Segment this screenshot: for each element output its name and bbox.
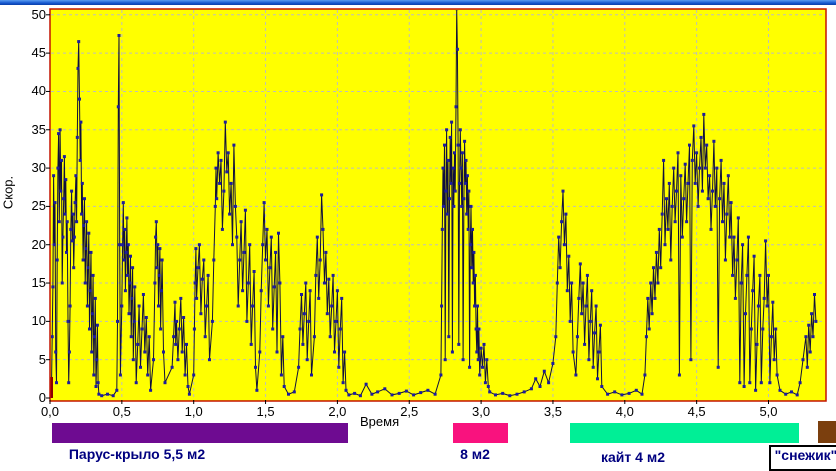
segment-bar-kite (570, 423, 799, 443)
x-tick-4,0: 4,0 (615, 404, 634, 419)
x-tick-3,0: 3,0 (472, 404, 491, 419)
y-tick-35: 35 (31, 121, 46, 137)
snezhik-legend-box: "снежик" (769, 445, 836, 471)
y-tick-10: 10 (31, 313, 46, 329)
x-axis-label: Время (360, 414, 400, 429)
y-tick-50: 50 (31, 6, 46, 22)
y-tick-30: 30 (31, 160, 46, 176)
segment-label-sail-wing: Парус-крыло 5,5 м2 (68, 446, 206, 462)
window-titlebar (0, 0, 836, 5)
x-tick-1,5: 1,5 (256, 404, 275, 419)
x-tick-5,0: 5,0 (759, 404, 778, 419)
x-tick-0,0: 0,0 (40, 404, 60, 419)
x-tick-4,5: 4,5 (687, 404, 706, 419)
y-tick-25: 25 (31, 198, 46, 214)
x-tick-3,5: 3,5 (543, 404, 562, 419)
segment-label-8m2: 8 м2 (460, 446, 490, 462)
x-tick-1,0: 1,0 (184, 404, 203, 419)
segment-label-snezhik: "снежик" (774, 447, 836, 463)
y-tick-45: 45 (31, 45, 46, 61)
y-tick-5: 5 (38, 351, 46, 367)
segment-label-kite: кайт 4 м2 (601, 449, 665, 465)
x-tick-0,5: 0,5 (112, 404, 131, 419)
segment-bar-sail-wing (52, 423, 348, 443)
y-tick-0: 0 (38, 390, 46, 405)
y-tick-15: 15 (31, 275, 46, 291)
y-tick-20: 20 (31, 236, 46, 252)
x-tick-2,5: 2,5 (400, 404, 419, 419)
y-tick-40: 40 (31, 83, 46, 99)
segment-bar-8m2 (453, 423, 508, 443)
x-tick-2,0: 2,0 (328, 404, 347, 419)
segment-bar-snezhik (818, 421, 836, 443)
